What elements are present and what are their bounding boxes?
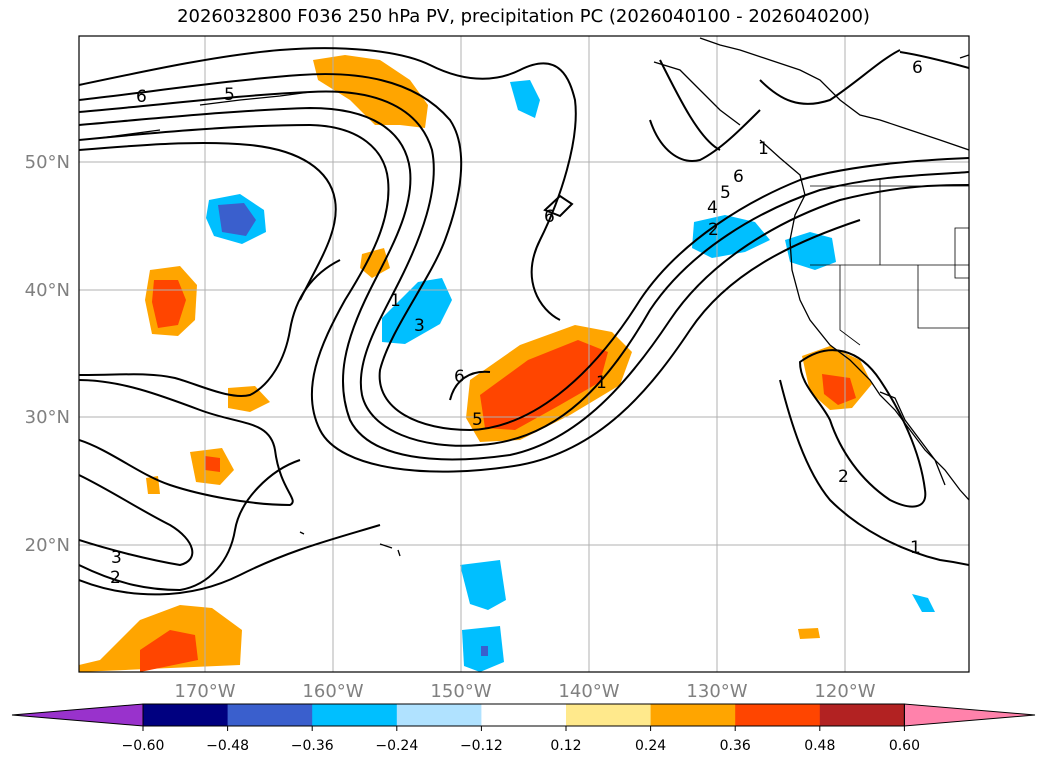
colorbar: −0.60 −0.48 −0.36 −0.24 −0.12 0.12 0.24 0.36 0.4… [11,703,1036,754]
colorbar-tick-label: 0.24 [635,738,666,754]
contour-label: 1 [596,373,607,393]
map-frame [78,35,970,673]
longitude-labels: 170°W 160°W 150°W 140°W 130°W 120°W [174,681,875,702]
lon-tick-label: 160°W [302,681,363,702]
colorbar-segment [143,704,229,726]
contour-label: 2 [110,568,121,588]
colorbar-segments [11,703,1036,727]
colorbar-tick-label: −0.24 [375,738,418,754]
lat-tick-label: 20°N [25,535,70,556]
colorbar-tick-label: −0.12 [460,738,503,754]
contour-label: 6 [733,167,744,187]
colorbar-segment [396,704,482,726]
contour-labels: 6 5 6 1 3 6 5 1 6 5 4 2 1 3 2 2 1 6 [110,58,923,588]
colorbar-segment [735,704,821,726]
pv-contours [79,47,969,596]
contour-label: 6 [454,367,465,387]
colorbar-tick-label: 0.12 [550,738,581,754]
contour-label: 2 [838,467,849,487]
contour-label: 1 [758,139,769,159]
contour-label: 6 [544,207,555,227]
lat-tick-label: 30°N [25,407,70,428]
colorbar-segment [312,704,398,726]
map-title: 2026032800 F036 250 hPa PV, precipitatio… [177,6,870,27]
lon-tick-label: 150°W [430,681,491,702]
colorbar-tick-label: −0.36 [291,738,334,754]
contour-label: 3 [111,548,122,568]
contour-label: 5 [224,85,235,105]
colorbar-outline [142,703,905,727]
colorbar-segment [650,704,736,726]
colorbar-tick-label: 0.60 [889,738,920,754]
colorbar-segment [566,704,652,726]
lat-tick-label: 40°N [25,280,70,301]
latitude-labels: 50°N 40°N 30°N 20°N [25,152,70,556]
contour-label: 1 [910,538,921,558]
contour-label: 1 [390,291,401,311]
colorbar-tick-label: 0.36 [720,738,751,754]
lon-tick-label: 140°W [558,681,619,702]
lon-tick-label: 170°W [174,681,235,702]
lon-tick-label: 120°W [814,681,875,702]
contour-label: 5 [720,183,731,203]
colorbar-segment [819,704,905,726]
precip-positive-anomalies [79,55,872,672]
colorbar-tick-label: 0.48 [804,738,835,754]
colorbar-segment [227,704,313,726]
contour-label: 3 [414,316,425,336]
colorbar-tick-label: −0.60 [122,738,165,754]
colorbar-extend-high [903,703,1036,727]
colorbar-extend-low [11,703,144,727]
contour-label: 5 [472,410,483,430]
colorbar-segment [481,704,567,726]
contour-label: 6 [136,87,147,107]
contour-label: 4 [707,198,718,218]
colorbar-tick-labels: −0.60 −0.48 −0.36 −0.24 −0.12 0.12 0.24 0.36 0.4… [122,726,920,754]
lat-tick-label: 50°N [25,152,70,173]
colorbar-tick-label: −0.48 [206,738,249,754]
graticule [79,36,969,672]
contour-label: 6 [912,58,923,78]
lon-tick-label: 130°W [686,681,747,702]
contour-label: 2 [708,220,719,240]
